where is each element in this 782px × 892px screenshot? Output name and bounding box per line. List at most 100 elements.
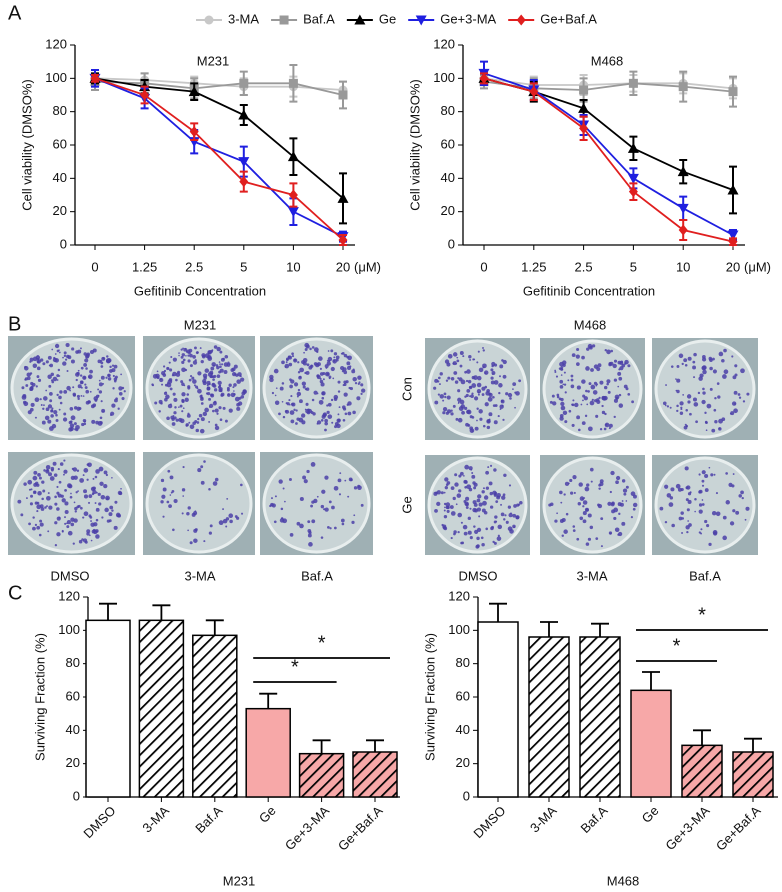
significance-label: * <box>673 635 681 657</box>
colony <box>52 376 58 382</box>
colony <box>502 359 507 365</box>
colony <box>303 351 305 354</box>
colony <box>222 406 226 410</box>
significance-label: * <box>318 632 326 654</box>
colony <box>335 355 340 360</box>
colony <box>101 516 104 519</box>
colony <box>293 408 296 412</box>
colony <box>477 350 480 353</box>
colony <box>563 493 566 496</box>
colony <box>559 379 564 384</box>
colony <box>27 410 32 415</box>
y-tick-label: 120 <box>58 588 80 603</box>
colony <box>21 386 25 390</box>
colony <box>285 402 288 405</box>
y-tick-label: 20 <box>53 203 67 218</box>
colony <box>572 529 576 532</box>
colony <box>17 499 22 504</box>
panel-label: C <box>8 582 22 604</box>
colony <box>618 393 622 397</box>
colony <box>501 495 506 500</box>
colony <box>712 357 715 361</box>
colony <box>482 500 487 506</box>
colony <box>326 359 329 362</box>
colony <box>77 369 80 372</box>
colony <box>477 375 482 381</box>
colony <box>446 362 451 367</box>
colony <box>240 377 245 382</box>
colony <box>171 422 176 426</box>
colony <box>471 472 474 475</box>
y-tick-label: 40 <box>66 722 80 737</box>
colony <box>723 369 729 375</box>
colony <box>697 391 701 395</box>
series-line <box>483 77 734 90</box>
colony <box>722 515 727 520</box>
colony <box>73 422 77 426</box>
colony <box>708 466 711 469</box>
colony <box>562 383 565 386</box>
colony <box>199 347 202 349</box>
colony <box>120 487 122 490</box>
colony <box>171 417 175 421</box>
colony <box>167 469 171 473</box>
colony <box>49 476 55 481</box>
colony <box>111 368 116 373</box>
error-bar <box>693 729 711 746</box>
colony <box>187 354 190 357</box>
error-bar <box>642 671 660 691</box>
colony <box>32 516 35 519</box>
x-tick-label: Ge+Baf.A <box>713 803 764 854</box>
colony <box>305 387 310 391</box>
colony <box>58 351 61 354</box>
legend-label: 3-MA <box>228 11 259 26</box>
colony <box>181 360 185 365</box>
colony <box>186 349 191 354</box>
colony <box>187 529 189 532</box>
colony <box>508 513 513 518</box>
colony <box>702 354 706 359</box>
colony <box>330 398 334 402</box>
colony <box>181 488 186 492</box>
colony <box>489 464 493 467</box>
colony <box>320 382 325 387</box>
colony <box>214 423 218 427</box>
colony <box>223 370 228 374</box>
colony <box>62 417 68 422</box>
colony <box>450 412 454 416</box>
colony <box>172 392 176 396</box>
colony <box>287 355 292 360</box>
colony <box>582 505 585 508</box>
colony <box>462 355 465 358</box>
colony <box>196 421 200 424</box>
colony <box>513 504 517 508</box>
colony <box>482 424 486 428</box>
colony <box>152 373 158 379</box>
colony <box>56 516 61 521</box>
colony <box>694 497 697 501</box>
colony <box>595 414 599 418</box>
colony <box>681 517 685 520</box>
chart-title: M231 <box>197 53 230 68</box>
colony <box>180 348 183 351</box>
colony <box>698 509 703 514</box>
colony <box>296 391 302 397</box>
colony <box>289 533 294 537</box>
colony <box>91 419 96 424</box>
colony <box>218 520 224 526</box>
colony <box>503 473 507 478</box>
colony <box>745 506 750 511</box>
bar <box>630 689 672 798</box>
colony <box>205 392 209 395</box>
colony <box>271 391 275 395</box>
colony <box>297 371 301 374</box>
colony <box>94 475 98 479</box>
colony <box>204 353 210 359</box>
colony <box>82 418 87 423</box>
column-label: Baf.A <box>689 568 721 583</box>
colony <box>32 356 38 362</box>
error-bar <box>259 692 278 709</box>
colony <box>226 386 230 390</box>
colony <box>195 351 199 355</box>
colony <box>297 388 301 392</box>
